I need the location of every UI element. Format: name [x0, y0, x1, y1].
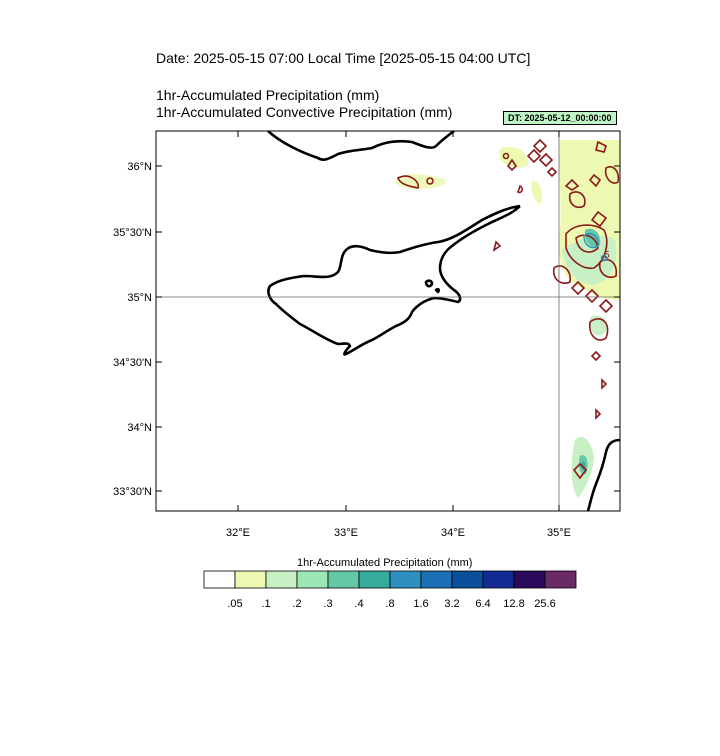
islet-coast [434, 287, 441, 294]
cyprus-coast [267, 204, 521, 356]
colorbar-swatch [265, 570, 298, 589]
title-convective: 1hr-Accumulated Convective Precipitation… [156, 104, 453, 120]
colorbar-swatch [544, 570, 577, 589]
precip-patch [499, 146, 529, 168]
lat-label: 33°30'N [113, 486, 152, 498]
plot-frame [155, 130, 621, 512]
colorbar-swatch [327, 570, 360, 589]
colorbar-swatch [358, 570, 391, 589]
title-date: Date: 2025-05-15 07:00 Local Time [2025-… [156, 50, 531, 66]
colorbar-swatch [203, 570, 236, 589]
colorbar-label: .3 [323, 598, 333, 610]
colorbar-label: .4 [354, 598, 364, 610]
colorbar-title: 1hr-Accumulated Precipitation (mm) [297, 557, 473, 569]
colorbar-swatch [234, 570, 267, 589]
precip-patch [531, 180, 543, 205]
colorbar-label: 12.8 [503, 598, 525, 610]
lon-label: 32°E [226, 527, 250, 539]
lat-label: 34°N [127, 422, 152, 434]
colorbar-swatch [482, 570, 515, 589]
lat-label: 35°N [127, 292, 152, 304]
colorbar-label: 25.6 [534, 598, 556, 610]
title-precip: 1hr-Accumulated Precipitation (mm) [156, 87, 380, 103]
colorbar-label: .05 [227, 598, 243, 610]
lat-label: 34°30'N [113, 357, 152, 369]
lon-label: 34°E [441, 527, 465, 539]
dt-badge: DT: 2025-05-12_00:00:00 [503, 111, 617, 125]
colorbar-label: .1 [261, 598, 271, 610]
lon-label: 33°E [334, 527, 358, 539]
colorbar-swatch [296, 570, 329, 589]
colorbar-swatch [513, 570, 546, 589]
levant-coast [586, 438, 620, 511]
colorbar-swatch [389, 570, 422, 589]
islet-coast [424, 279, 434, 288]
colorbar-label: 6.4 [475, 598, 491, 610]
precip-field: 5 [267, 131, 620, 511]
lon-label: 35°E [547, 527, 571, 539]
turkey-coast [267, 131, 455, 161]
colorbar-label: 3.2 [444, 598, 460, 610]
colorbar-label: 1.6 [413, 598, 429, 610]
lat-label: 36°N [127, 161, 152, 173]
colorbar-swatch [451, 570, 484, 589]
colorbar-swatch [420, 570, 453, 589]
convective-high-contours [583, 232, 608, 262]
colorbar-label: .2 [292, 598, 302, 610]
contour-label: 5 [604, 250, 610, 261]
colorbar-label: .8 [385, 598, 395, 610]
lat-label: 35°30'N [113, 227, 152, 239]
colorbar [203, 570, 577, 589]
coastlines [267, 131, 620, 511]
axis-ticks [156, 131, 620, 511]
